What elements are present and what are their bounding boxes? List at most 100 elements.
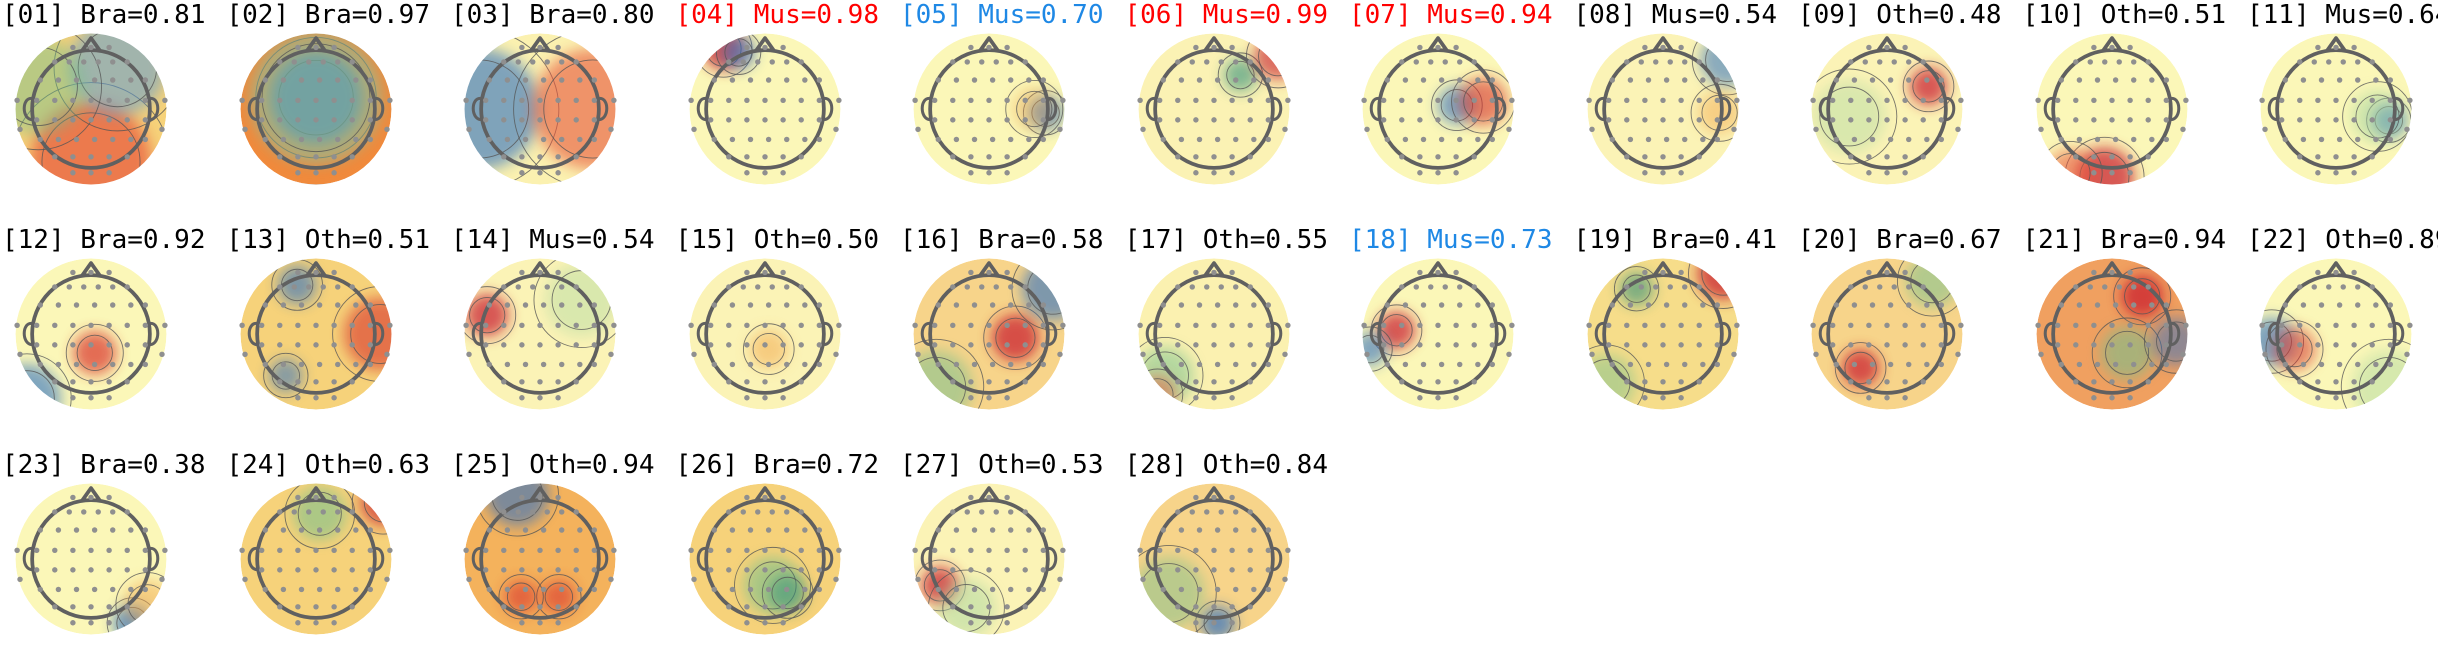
topomap bbox=[1136, 483, 1291, 635]
nose-marker bbox=[80, 486, 102, 502]
electrode-dot bbox=[110, 59, 116, 65]
electrode-dot bbox=[801, 586, 808, 593]
electrode-dot bbox=[971, 136, 978, 143]
electrode-dot bbox=[2333, 322, 2339, 329]
electrode-dot bbox=[1641, 379, 1648, 385]
electrode-dot bbox=[1160, 586, 1166, 593]
electrode-dot bbox=[1265, 97, 1271, 104]
left-ear-marker bbox=[2267, 96, 2278, 122]
electrode-dot bbox=[1265, 567, 1271, 573]
electrode-dot bbox=[729, 361, 735, 368]
electrode-dot bbox=[330, 322, 337, 329]
electrode-dot bbox=[276, 322, 282, 329]
left-ear-marker bbox=[471, 546, 482, 572]
electrode-dot bbox=[128, 527, 134, 533]
electrode-dot bbox=[2297, 322, 2303, 329]
electrode-dot bbox=[577, 361, 583, 368]
topomap-component: [27] Oth=0.53 bbox=[898, 450, 1120, 672]
electrode-dot bbox=[504, 527, 511, 533]
electrode-dot bbox=[1384, 77, 1391, 83]
electrode-dot bbox=[2315, 117, 2321, 123]
electrode-dot bbox=[1380, 322, 1387, 329]
topomap bbox=[14, 483, 168, 635]
electrode-dot bbox=[81, 59, 87, 65]
electrode-dot bbox=[1022, 567, 1028, 573]
electrode-dot bbox=[591, 527, 598, 533]
left-ear-marker bbox=[22, 96, 33, 122]
electrode-dot bbox=[367, 77, 373, 83]
electrode-dot bbox=[504, 136, 511, 143]
electrode-dot bbox=[743, 269, 750, 276]
nose-marker bbox=[2325, 36, 2347, 52]
electrode-dot bbox=[312, 547, 319, 554]
left-ear-marker bbox=[471, 321, 482, 347]
electrode-dot bbox=[258, 117, 264, 123]
electrode-dot bbox=[1471, 379, 1477, 385]
electrode-dot bbox=[276, 97, 282, 104]
electrode-dot bbox=[1417, 170, 1423, 176]
electrode-dot bbox=[779, 97, 786, 104]
electrode-dot bbox=[2130, 59, 2136, 65]
electrode-dot bbox=[1489, 77, 1496, 83]
electrode-dot bbox=[2101, 284, 2107, 290]
electrode-dot bbox=[1417, 44, 1423, 51]
electrode-dot bbox=[1638, 284, 1644, 290]
electrode-dot bbox=[110, 302, 116, 308]
electrode-dot bbox=[537, 44, 543, 51]
left-ear-marker bbox=[1145, 96, 1156, 122]
electrode-dot bbox=[383, 576, 390, 582]
electrode-dot bbox=[711, 136, 717, 143]
electrode-dot bbox=[711, 77, 717, 83]
electrode-dot bbox=[783, 136, 789, 143]
electrode-dot bbox=[2163, 322, 2169, 329]
electrode-dot bbox=[486, 586, 493, 593]
electrode-dot bbox=[537, 322, 543, 329]
electrode-dot bbox=[330, 620, 337, 626]
electrode-dot bbox=[2351, 322, 2357, 329]
electrode-dot bbox=[986, 342, 992, 348]
right-ear-marker bbox=[1945, 96, 1956, 122]
electrode-dot bbox=[1040, 342, 1047, 348]
electrode-dot bbox=[1040, 547, 1047, 554]
topomap-component: [18] Mus=0.73 bbox=[1347, 225, 1569, 447]
electrode-dot bbox=[52, 59, 58, 65]
electrode-dot bbox=[66, 509, 72, 515]
electrode-dot bbox=[14, 547, 20, 554]
electrode-dot bbox=[298, 586, 304, 593]
topomap bbox=[912, 258, 1066, 410]
electrode-dot bbox=[1938, 322, 1945, 329]
electrode-dot bbox=[2355, 59, 2361, 65]
electrode-dot bbox=[1605, 322, 1611, 329]
electrode-dot bbox=[798, 322, 804, 329]
electrode-dot bbox=[110, 586, 116, 593]
electrode-dot bbox=[1677, 44, 1684, 51]
left-ear-marker bbox=[696, 96, 707, 122]
electrode-dot bbox=[2311, 284, 2317, 290]
electrode-dot bbox=[2351, 170, 2357, 176]
electrode-dot bbox=[2333, 379, 2339, 385]
electrode-dot bbox=[979, 284, 985, 290]
electrode-dot bbox=[352, 136, 359, 143]
electrode-dot bbox=[73, 527, 80, 533]
right-ear-marker bbox=[149, 546, 160, 572]
electrode-dot bbox=[330, 269, 337, 276]
electrode-dot bbox=[530, 509, 536, 515]
electrode-dot bbox=[912, 322, 918, 329]
left-ear-marker bbox=[22, 321, 33, 347]
electrode-dot bbox=[124, 117, 130, 123]
electrode-dot bbox=[1060, 97, 1066, 104]
electrode-dot bbox=[1232, 59, 1238, 65]
electrode-dot bbox=[1958, 97, 1964, 104]
electrode-dot bbox=[1906, 302, 1912, 308]
electrode-dot bbox=[1139, 351, 1146, 357]
electrode-dot bbox=[779, 567, 786, 573]
electrode-dot bbox=[294, 567, 301, 573]
electrode-dot bbox=[1026, 527, 1032, 533]
electrode-dot bbox=[1417, 117, 1423, 123]
electrode-dot bbox=[1471, 284, 1477, 290]
component-label: [12] Bra=0.92 bbox=[2, 225, 206, 255]
electrode-dot bbox=[1813, 126, 1819, 132]
electrode-dot bbox=[1022, 97, 1028, 104]
head-outline bbox=[1826, 48, 1948, 170]
activation-blob bbox=[767, 573, 807, 613]
